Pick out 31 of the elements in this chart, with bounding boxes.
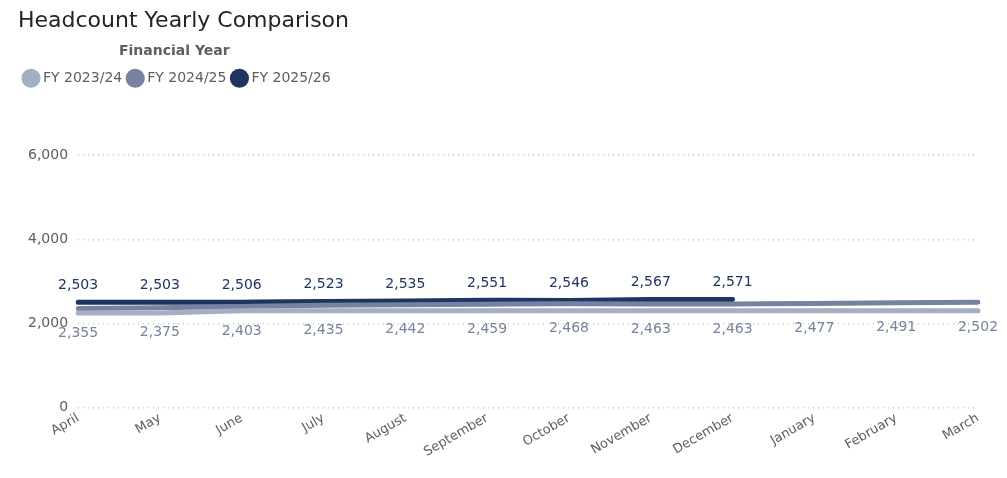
- legend-title: Financial Year: [118, 42, 230, 59]
- x-tick-label: June: [212, 409, 245, 438]
- data-label: 2,435: [303, 320, 344, 337]
- legend-label: FY 2024/25: [147, 68, 227, 85]
- data-label: 2,403: [221, 322, 262, 339]
- data-label: 2,502: [957, 317, 999, 334]
- data-label: 2,503: [58, 275, 99, 292]
- data-label: 2,442: [385, 320, 426, 337]
- data-label: 2,503: [139, 275, 180, 292]
- chart-title: Headcount Yearly Comparison: [18, 6, 350, 32]
- data-label: 2,468: [548, 319, 589, 336]
- y-tick-label: 6,000: [27, 145, 69, 162]
- data-label: 2,571: [712, 273, 753, 290]
- data-label: 2,477: [794, 319, 835, 336]
- data-label: 2,523: [303, 275, 344, 292]
- legend-label: FY 2023/24: [43, 68, 123, 85]
- x-tick-label: July: [298, 409, 327, 436]
- data-label: 2,506: [221, 275, 262, 292]
- data-label: 2,535: [385, 274, 426, 291]
- data-label: 2,459: [467, 319, 508, 336]
- legend-label: FY 2025/26: [251, 68, 331, 85]
- data-label: 2,463: [630, 319, 671, 336]
- data-label: 2,491: [876, 318, 917, 335]
- data-label: 2,375: [139, 323, 180, 340]
- y-tick-label: 4,000: [27, 229, 69, 246]
- y-tick-label: 0: [59, 398, 69, 415]
- data-label: 2,567: [630, 273, 671, 290]
- x-tick-label: May: [132, 409, 164, 437]
- data-label: 2,546: [548, 274, 590, 291]
- data-label: 2,551: [467, 273, 508, 290]
- data-label: 2,463: [712, 319, 753, 336]
